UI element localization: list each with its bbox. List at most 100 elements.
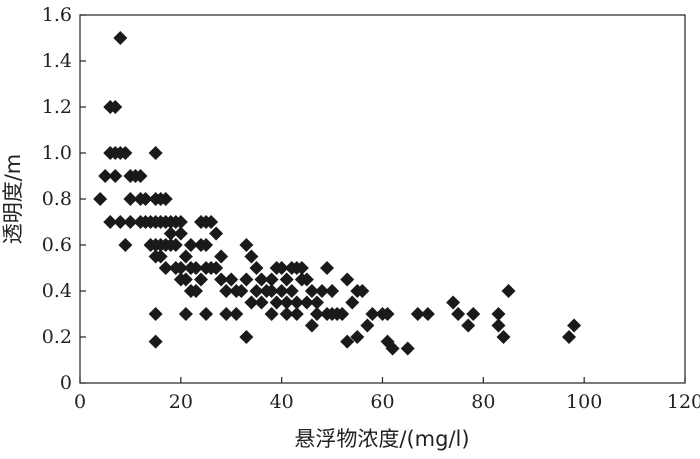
data-point xyxy=(400,341,415,356)
data-point xyxy=(365,307,380,321)
data-point xyxy=(194,272,208,287)
data-point xyxy=(340,272,355,287)
y-tick-label: 0.8 xyxy=(42,188,72,210)
data-point xyxy=(113,31,128,45)
data-point xyxy=(320,261,335,275)
data-point xyxy=(420,307,435,321)
data-point xyxy=(199,238,214,252)
y-axis: 0 0.2 0.4 0.6 0.8 1.0 1.2 1.4 1.6 xyxy=(42,4,86,394)
data-point xyxy=(113,215,128,229)
y-tick-label: 1.6 xyxy=(42,4,72,26)
data-point xyxy=(274,261,289,275)
data-point xyxy=(178,272,193,287)
y-tick-label: 0 xyxy=(60,372,72,394)
data-point xyxy=(199,307,214,321)
data-point xyxy=(380,307,395,321)
y-axis-label: 透明度/m xyxy=(1,154,25,245)
data-point xyxy=(209,261,224,275)
data-point xyxy=(335,307,350,321)
data-point xyxy=(118,146,133,160)
data-point xyxy=(118,238,133,252)
data-point xyxy=(239,272,254,287)
data-point xyxy=(123,192,138,206)
data-point xyxy=(249,261,264,275)
data-point xyxy=(148,307,163,321)
data-point xyxy=(294,261,309,275)
data-point xyxy=(299,295,314,310)
data-point xyxy=(264,272,279,287)
data-point xyxy=(173,261,188,275)
y-tick-label: 1.0 xyxy=(42,142,72,164)
data-point xyxy=(224,272,239,287)
data-point xyxy=(567,318,582,333)
data-point xyxy=(244,295,259,310)
data-point xyxy=(254,295,269,310)
data-point xyxy=(188,284,203,298)
y-tick-label: 0.4 xyxy=(42,280,72,302)
data-point xyxy=(355,284,370,298)
data-point xyxy=(496,330,511,344)
data-point xyxy=(360,318,375,333)
data-point xyxy=(138,192,153,206)
data-point xyxy=(350,330,365,344)
data-point xyxy=(254,272,269,287)
data-points xyxy=(93,31,582,356)
x-tick-label: 20 xyxy=(169,391,193,413)
data-point xyxy=(244,249,259,264)
data-point xyxy=(158,192,173,206)
data-point xyxy=(123,215,138,229)
data-point xyxy=(214,249,229,264)
data-point xyxy=(98,169,113,183)
data-point xyxy=(269,295,284,310)
data-point xyxy=(199,261,214,275)
data-point xyxy=(183,238,198,252)
x-tick-label: 60 xyxy=(370,391,394,413)
data-point xyxy=(239,330,254,344)
data-point xyxy=(274,284,289,298)
x-tick-label: 40 xyxy=(270,391,294,413)
y-tick-label: 0.6 xyxy=(42,234,72,256)
data-point xyxy=(345,295,360,310)
data-point xyxy=(148,146,163,160)
data-point xyxy=(168,238,183,252)
data-point xyxy=(229,307,244,321)
data-point xyxy=(325,284,340,298)
data-point xyxy=(133,169,148,183)
data-point xyxy=(178,249,193,264)
y-tick-label: 1.4 xyxy=(42,50,72,72)
data-point xyxy=(340,334,355,349)
data-point xyxy=(158,261,173,275)
data-point xyxy=(501,284,516,298)
x-axis: 0 20 40 60 80 100 120 xyxy=(74,377,700,413)
data-point xyxy=(209,226,224,241)
x-tick-label: 80 xyxy=(471,391,495,413)
data-point xyxy=(173,226,188,241)
data-point xyxy=(466,307,481,321)
data-point xyxy=(188,261,203,275)
data-point xyxy=(410,307,425,321)
data-point xyxy=(249,284,264,298)
data-point xyxy=(279,272,294,287)
data-point xyxy=(299,272,314,287)
data-point xyxy=(108,169,123,183)
x-tick-label: 0 xyxy=(74,391,86,413)
x-tick-label: 120 xyxy=(667,391,700,413)
data-point xyxy=(214,272,229,287)
data-point xyxy=(385,341,400,356)
data-point xyxy=(304,284,319,298)
data-point xyxy=(219,307,234,321)
data-point xyxy=(204,215,219,229)
data-point xyxy=(264,284,279,298)
data-point xyxy=(309,307,324,321)
x-tick-label: 100 xyxy=(566,391,602,413)
data-point xyxy=(279,307,294,321)
x-axis-label: 悬浮物浓度/(mg/l) xyxy=(294,427,469,451)
data-point xyxy=(93,192,108,206)
data-point xyxy=(163,226,178,241)
data-point xyxy=(562,330,577,344)
data-point xyxy=(309,295,324,310)
data-point xyxy=(264,307,279,321)
data-point xyxy=(108,100,123,114)
data-point xyxy=(173,215,188,229)
